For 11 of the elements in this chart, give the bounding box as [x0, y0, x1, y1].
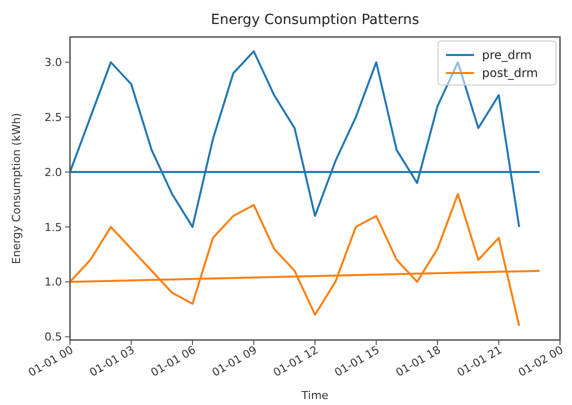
y-tick-label: 3.0	[44, 56, 62, 70]
y-tick-label: 2.0	[44, 166, 62, 179]
y-axis-title: Energy Consumption (kWh)	[10, 112, 23, 264]
chart-title: Energy Consumption Patterns	[210, 12, 420, 28]
legend-label: pre_drm	[482, 48, 532, 62]
y-tick-label: 1.0	[44, 276, 62, 289]
x-axis-title: Time	[300, 389, 329, 402]
y-tick-label: 0.5	[44, 330, 62, 344]
y-tick-label: 1.5	[44, 220, 62, 234]
legend-label: post_drm	[482, 66, 538, 80]
y-tick-label: 2.5	[44, 110, 62, 124]
